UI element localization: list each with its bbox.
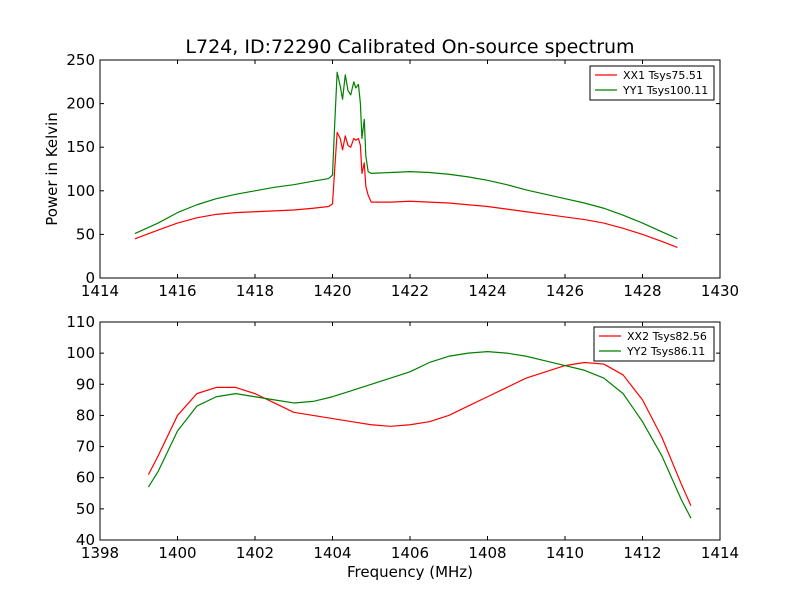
bottom-plot-y-tick-label: 80	[76, 406, 95, 424]
bottom-plot-x-tick-label: 1414	[701, 544, 739, 562]
bottom-plot-legend-label: XX2 Tsys82.56	[627, 330, 707, 343]
top-plot-y-tick-label: 150	[66, 138, 95, 156]
bottom-plot-x-tick-label: 1398	[81, 544, 119, 562]
bottom-plot-series-line-2	[147, 350, 692, 519]
bottom-plot-y-tick-label: 40	[76, 531, 95, 549]
bottom-plot-x-tick-label: 1406	[391, 544, 429, 562]
top-plot-x-tick-label: 1414	[81, 282, 119, 300]
top-plot-x-tick-label: 1416	[158, 282, 196, 300]
top-plot-x-tick-label: 1430	[701, 282, 739, 300]
top-plot-x-tick-label: 1418	[236, 282, 274, 300]
bottom-plot-y-tick-label: 90	[76, 375, 95, 393]
bottom-plot-legend-box	[593, 326, 715, 362]
top-plot-y-tick-label: 100	[66, 182, 95, 200]
bottom-plot-x-tick-label: 1402	[236, 544, 274, 562]
bottom-plot-y-tick-label: 50	[76, 500, 95, 518]
top-plot-legend-label: XX1 Tsys75.51	[623, 69, 703, 82]
top-plot-y-tick-label: 50	[76, 225, 95, 243]
top-plot-x-tick-label: 1428	[623, 282, 661, 300]
chart-title: L724, ID:72290 Calibrated On-source spec…	[185, 36, 634, 58]
bottom-plot-x-tick-label: 1408	[468, 544, 506, 562]
bottom-plot-y-tick-label: 70	[76, 438, 95, 456]
bottom-plot-x-axis-label: Frequency (MHz)	[347, 563, 473, 581]
bottom-plot-x-tick-label: 1412	[623, 544, 661, 562]
bottom-plot-x-tick-label: 1410	[546, 544, 584, 562]
bottom-plot-y-tick-label: 100	[66, 344, 95, 362]
bottom-plot-x-tick-label: 1404	[313, 544, 351, 562]
top-plot-y-tick-label: 250	[66, 51, 95, 69]
top-plot-x-tick-label: 1424	[468, 282, 506, 300]
bottom-plot-x-tick-label: 1400	[158, 544, 196, 562]
bottom-plot-y-tick-label: 60	[76, 469, 95, 487]
top-plot-y-axis-label: Power in Kelvin	[43, 112, 61, 226]
top-plot: 1414 1416 1418 1420 1422 1424 1426 1428 1430 0 50 1…	[66, 51, 739, 300]
top-plot-series-line-1	[134, 131, 678, 249]
top-plot-x-tick-label: 1420	[313, 282, 351, 300]
top-plot-x-tick-label: 1426	[546, 282, 584, 300]
bottom-plot-legend-label: YY2 Tsys86.11	[626, 345, 705, 358]
top-plot-y-tick-label: 0	[85, 269, 95, 287]
bottom-plot-series-line-1	[147, 361, 692, 506]
top-plot-legend-label: YY1 Tsys100.11	[622, 84, 708, 97]
top-plot-legend-box	[589, 65, 715, 101]
top-plot-series-line-2	[134, 71, 678, 240]
bottom-plot: 1398 1400 1402 1404 1406 1408 1410 1412 1414 40 50…	[66, 313, 739, 562]
top-plot-x-tick-label: 1422	[391, 282, 429, 300]
top-plot-y-tick-label: 200	[66, 95, 95, 113]
bottom-plot-y-tick-label: 110	[66, 313, 95, 331]
